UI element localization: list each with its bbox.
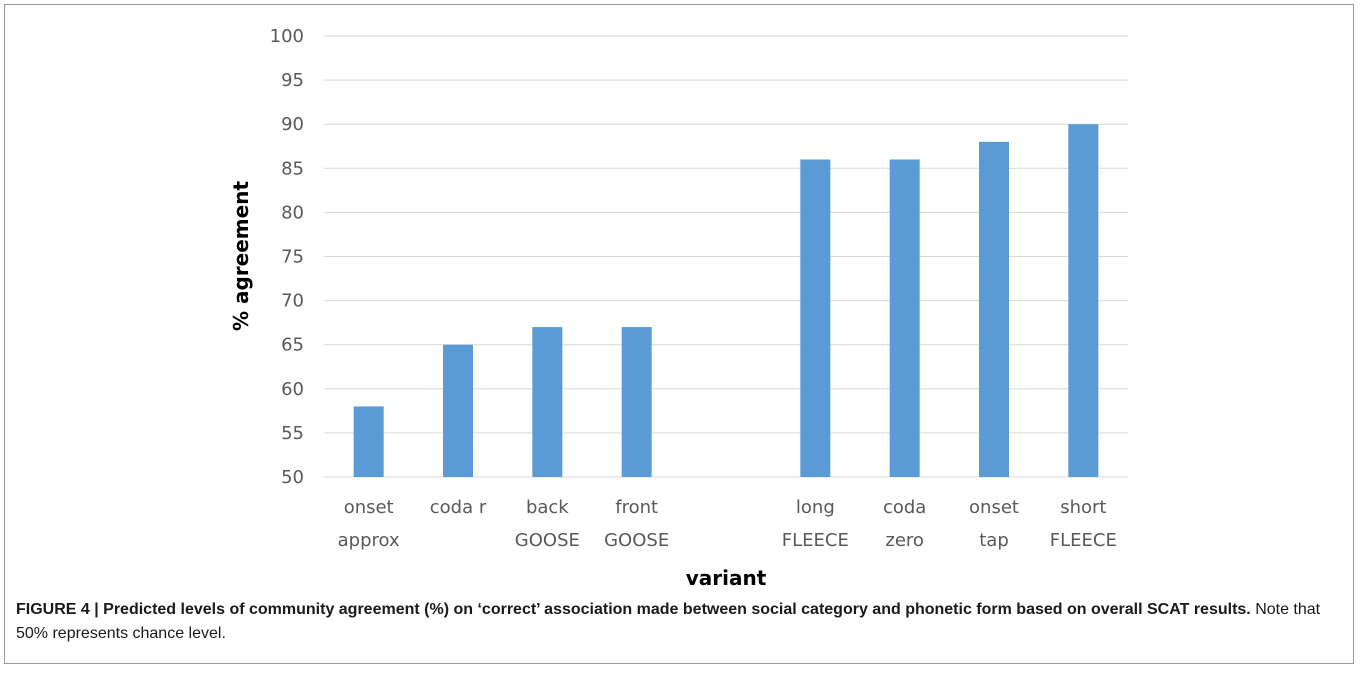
y-tick-label: 85 (281, 158, 304, 179)
y-tick-label: 70 (281, 291, 304, 312)
y-tick-labels: 50 55 60 65 70 75 80 85 90 95 100 (270, 26, 304, 488)
y-tick-label: 65 (281, 335, 304, 356)
x-tick-label: onset (344, 497, 394, 518)
y-tick-label: 60 (281, 379, 304, 400)
x-tick-label: coda (883, 497, 926, 518)
x-tick-label: onset (969, 497, 1019, 518)
y-tick-label: 95 (281, 70, 304, 91)
x-tick-label: FLEECE (1050, 530, 1117, 551)
bar (1068, 124, 1098, 477)
x-tick-label: zero (885, 530, 924, 551)
bar (890, 159, 920, 477)
x-axis-title: variant (686, 566, 767, 590)
y-tick-label: 55 (281, 423, 304, 444)
bar (532, 327, 562, 477)
x-tick-labels: onset approx coda r back GOOSE front GOOSE long… (338, 497, 1117, 551)
y-tick-label: 75 (281, 247, 304, 268)
x-tick-label: GOOSE (604, 530, 669, 551)
x-tick-label: FLEECE (782, 530, 849, 551)
bar-chart: 50 55 60 65 70 75 80 85 90 95 100 onset approx coda … (0, 0, 1360, 600)
bar (622, 327, 652, 477)
bar (354, 406, 384, 477)
bar (443, 345, 473, 477)
x-tick-label: short (1060, 497, 1106, 518)
caption-label: FIGURE 4 | Predicted levels of community… (16, 601, 1251, 618)
y-tick-label: 90 (281, 114, 304, 135)
x-tick-label: GOOSE (515, 530, 580, 551)
x-tick-label: front (615, 497, 658, 518)
x-tick-label: tap (979, 530, 1009, 551)
bar (800, 159, 830, 477)
y-tick-label: 50 (281, 467, 304, 488)
x-tick-label: approx (338, 530, 400, 551)
y-tick-label: 80 (281, 202, 304, 223)
figure-caption: FIGURE 4 | Predicted levels of community… (16, 598, 1344, 646)
y-tick-label: 100 (270, 26, 304, 47)
x-tick-label: long (796, 497, 835, 518)
bar (979, 142, 1009, 477)
y-axis-title: % agreement (229, 181, 253, 331)
x-tick-label: coda r (430, 497, 487, 518)
x-tick-label: back (526, 497, 569, 518)
